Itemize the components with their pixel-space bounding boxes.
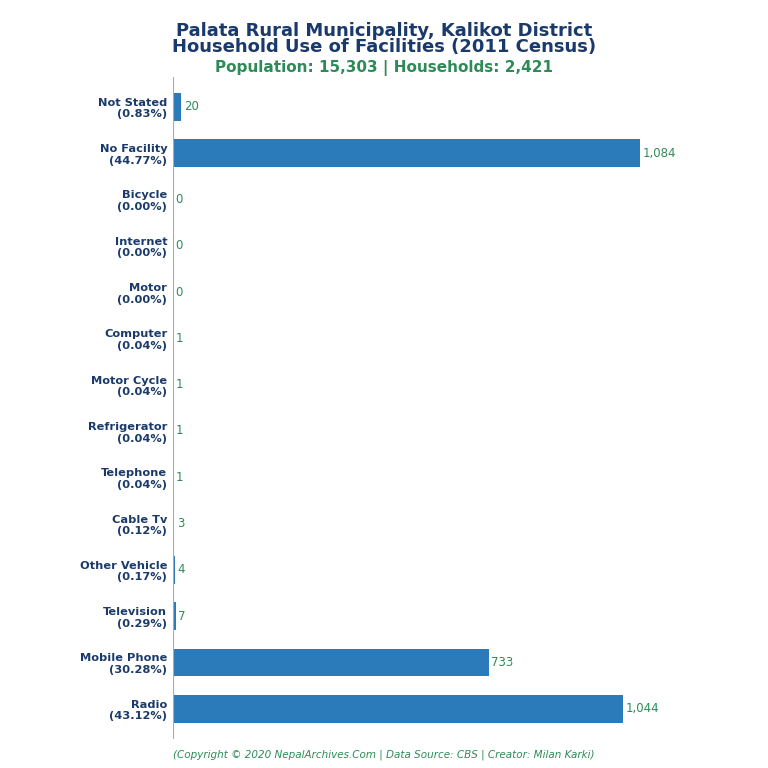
Bar	[173, 602, 176, 630]
Text: 0: 0	[175, 193, 183, 206]
Bar	[173, 556, 174, 584]
Text: 1: 1	[176, 332, 184, 345]
Bar	[173, 93, 181, 121]
Text: 1: 1	[176, 471, 184, 484]
Bar	[173, 695, 623, 723]
Bar	[173, 510, 174, 538]
Text: 1,084: 1,084	[643, 147, 677, 160]
Text: (Copyright © 2020 NepalArchives.Com | Data Source: CBS | Creator: Milan Karki): (Copyright © 2020 NepalArchives.Com | Da…	[174, 750, 594, 760]
Text: 3: 3	[177, 517, 184, 530]
Text: 1: 1	[176, 378, 184, 391]
Text: 20: 20	[184, 101, 199, 114]
Text: 0: 0	[175, 240, 183, 252]
Bar	[173, 139, 641, 167]
Text: 733: 733	[492, 656, 514, 669]
Text: 1,044: 1,044	[626, 702, 659, 715]
Text: Population: 15,303 | Households: 2,421: Population: 15,303 | Households: 2,421	[215, 60, 553, 76]
Text: 1: 1	[176, 425, 184, 438]
Text: 0: 0	[175, 286, 183, 299]
Bar	[173, 648, 489, 677]
Text: 7: 7	[178, 610, 186, 623]
Text: Palata Rural Municipality, Kalikot District: Palata Rural Municipality, Kalikot Distr…	[176, 22, 592, 39]
Text: 4: 4	[177, 564, 184, 576]
Text: Household Use of Facilities (2011 Census): Household Use of Facilities (2011 Census…	[172, 38, 596, 56]
